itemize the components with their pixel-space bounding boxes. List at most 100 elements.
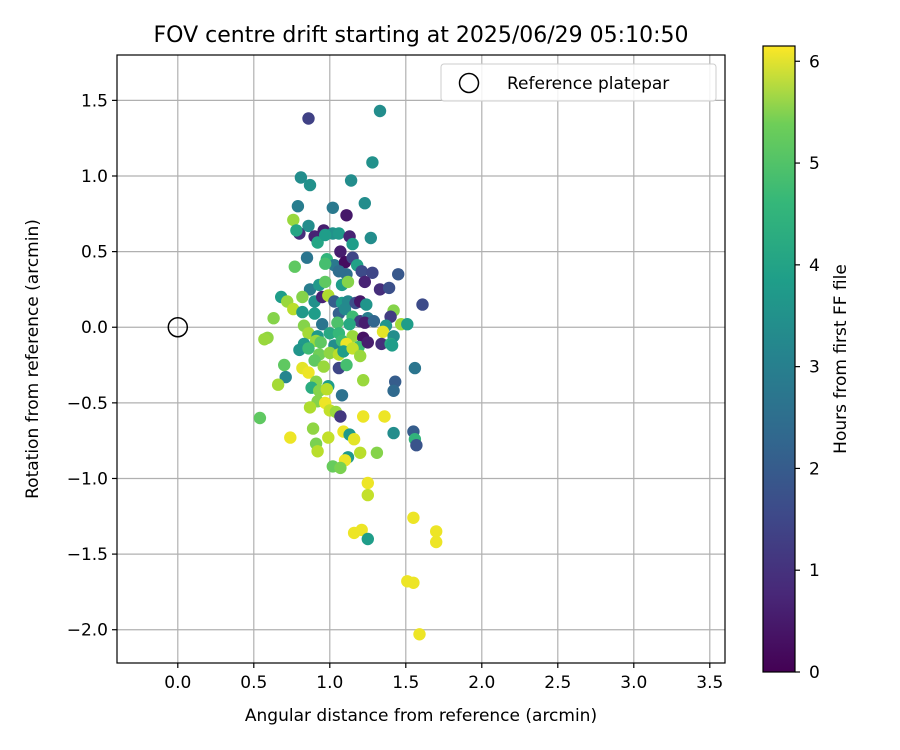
data-point [373, 283, 387, 296]
data-point [361, 532, 374, 546]
data-point [354, 446, 367, 459]
data-point [303, 283, 317, 296]
data-point [296, 305, 309, 319]
x-tick-label: 0.0 [164, 673, 191, 693]
x-tick-label: 1.5 [392, 673, 419, 693]
data-point [358, 197, 371, 210]
data-point [338, 302, 352, 316]
data-point [314, 336, 327, 349]
data-point [354, 349, 367, 363]
data-point [340, 358, 353, 372]
x-tick-label: 0.5 [240, 673, 267, 693]
data-point [334, 461, 347, 475]
legend-box [440, 63, 717, 102]
data-point [410, 439, 423, 452]
colorbar-tick-label: 4 [809, 256, 820, 276]
colorbar-ticks: 0 1 2 3 4 5 6 [795, 52, 820, 683]
data-point [308, 307, 321, 320]
data-point [387, 384, 400, 397]
y-tick-label: −0.5 [67, 394, 108, 414]
data-point [385, 339, 399, 352]
data-point [311, 236, 324, 249]
x-axis-label: Angular distance from reference (arcmin) [245, 706, 597, 726]
x-tick-label: 3.5 [696, 673, 723, 693]
data-point [319, 228, 332, 242]
y-tick-label: 1.5 [81, 91, 108, 111]
colorbar [762, 45, 796, 673]
data-point [320, 383, 333, 396]
x-axis-ticks: 0.0 0.5 1.0 1.5 2.0 2.5 3.0 3.5 [164, 663, 723, 693]
y-tick-label: 0.0 [81, 318, 108, 338]
y-tick-label: 0.5 [81, 243, 108, 263]
y-tick-label: 1.0 [81, 167, 108, 187]
data-point [346, 237, 359, 251]
data-point [366, 156, 379, 169]
data-point [361, 336, 374, 349]
data-point [323, 346, 336, 360]
data-point [287, 213, 300, 227]
data-point [361, 476, 374, 490]
data-point [357, 374, 370, 387]
data-point [267, 312, 280, 325]
data-point [316, 318, 329, 331]
data-point [340, 209, 353, 222]
data-point [334, 410, 347, 423]
colorbar-tick-label: 6 [809, 52, 820, 72]
data-point [306, 422, 320, 435]
data-point [284, 431, 297, 444]
data-point [392, 268, 405, 281]
reference-marker-group [167, 316, 189, 338]
data-point [302, 112, 315, 125]
data-point [358, 275, 371, 289]
data-point [332, 265, 346, 278]
data-point [360, 298, 373, 311]
data-point [370, 446, 384, 459]
data-point [364, 231, 377, 245]
data-point [382, 281, 396, 295]
data-point [430, 535, 443, 549]
grid-lines [117, 55, 725, 663]
data-point [278, 358, 291, 372]
data-point [375, 337, 388, 351]
data-point [401, 318, 414, 331]
y-axis-label: Rotation from reference (arcmin) [23, 219, 43, 499]
data-point [253, 411, 267, 425]
data-point [290, 224, 303, 237]
data-point [322, 431, 335, 444]
colorbar-tick-label: 3 [809, 358, 820, 378]
data-point [271, 378, 285, 391]
data-point [367, 315, 381, 328]
y-axis-ticks: 1.5 1.0 0.5 0.0 −0.5 −1.0 −1.5 −2.0 [67, 91, 117, 641]
data-point [407, 511, 420, 524]
legend-reference-marker [458, 72, 480, 94]
data-point [291, 200, 305, 213]
data-point [303, 401, 317, 414]
x-tick-label: 3.0 [620, 673, 647, 693]
data-point [408, 361, 422, 375]
data-point [355, 265, 368, 278]
data-point [334, 245, 347, 258]
plot-frame [116, 54, 726, 664]
x-tick-label: 2.5 [544, 673, 571, 693]
data-point [407, 576, 420, 589]
colorbar-tick-label: 1 [809, 561, 820, 581]
data-point [361, 488, 374, 502]
data-point [332, 227, 346, 240]
data-point [317, 360, 330, 373]
reference-platepar-marker [167, 316, 189, 338]
data-point [413, 628, 426, 641]
data-point [302, 219, 315, 233]
y-tick-label: −1.0 [67, 469, 108, 489]
data-point [347, 526, 361, 540]
data-point [357, 410, 370, 423]
x-tick-label: 2.0 [468, 673, 495, 693]
colorbar-tick-label: 5 [809, 154, 820, 174]
y-tick-label: −2.0 [67, 621, 108, 641]
colorbar-label: Hours from first FF file [831, 264, 851, 454]
data-point [376, 325, 390, 338]
data-point [296, 290, 309, 304]
data-point [319, 257, 332, 270]
data-point [258, 333, 271, 346]
data-point [358, 316, 371, 329]
